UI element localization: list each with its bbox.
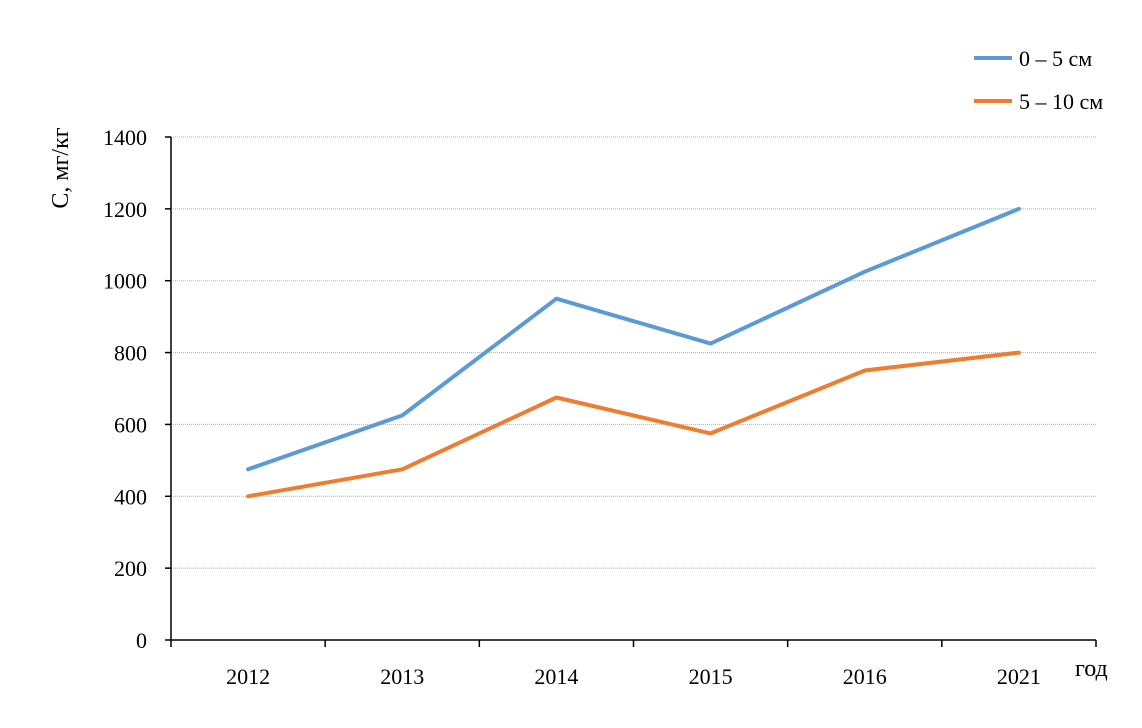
y-tick-label: 1400 bbox=[103, 125, 147, 150]
y-axis-title: С, мг/кг bbox=[48, 127, 74, 208]
tick-labels: 0 200 400 600 800 1000 1200 1400 2012 2013 2014 201… bbox=[103, 125, 1041, 689]
x-axis-title: год bbox=[1075, 656, 1108, 682]
x-tick-label: 2015 bbox=[689, 664, 733, 689]
x-tick-label: 2012 bbox=[226, 664, 270, 689]
legend-label-0: 0 – 5 см bbox=[1019, 46, 1092, 71]
y-tick-label: 600 bbox=[114, 412, 147, 437]
y-tick-label: 0 bbox=[136, 628, 147, 653]
legend-label-1: 5 – 10 см bbox=[1019, 89, 1103, 114]
gridlines bbox=[171, 136, 1096, 569]
y-tick-label: 200 bbox=[114, 556, 147, 581]
series-line-0 bbox=[246, 206, 1021, 472]
y-tick-label: 800 bbox=[114, 341, 147, 366]
x-tick-label: 2016 bbox=[843, 664, 887, 689]
legend: 0 – 5 см 5 – 10 см bbox=[974, 46, 1103, 114]
x-tick-label: 2014 bbox=[534, 664, 578, 689]
x-tick-label: 2021 bbox=[997, 664, 1041, 689]
y-tick-label: 400 bbox=[114, 484, 147, 509]
x-tick-label: 2013 bbox=[380, 664, 424, 689]
series bbox=[246, 206, 1021, 499]
axes bbox=[165, 136, 1097, 647]
y-tick-label: 1000 bbox=[103, 269, 147, 294]
y-tick-label: 1200 bbox=[103, 197, 147, 222]
series-line-1 bbox=[246, 350, 1021, 499]
